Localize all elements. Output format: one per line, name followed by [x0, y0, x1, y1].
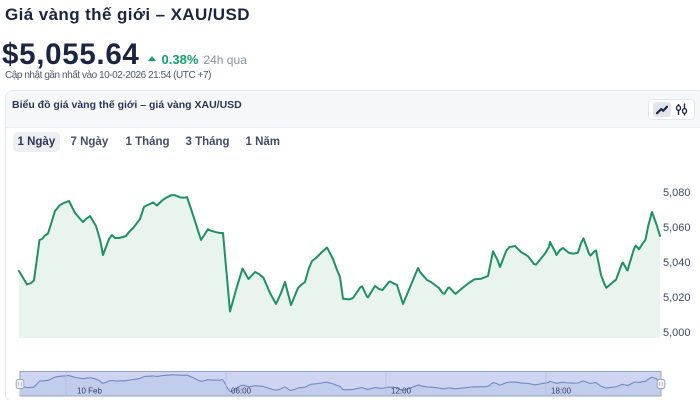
svg-text:5,060: 5,060	[663, 222, 691, 234]
svg-text:5,020: 5,020	[663, 292, 691, 304]
svg-text:10 Feb: 10 Feb	[77, 387, 102, 396]
svg-text:18:00: 18:00	[551, 387, 572, 396]
svg-text:5,040: 5,040	[663, 257, 691, 269]
svg-text:12:00: 12:00	[391, 387, 412, 396]
svg-text:5,080: 5,080	[663, 187, 691, 199]
svg-text:06:00: 06:00	[231, 387, 252, 396]
svg-text:5,000: 5,000	[663, 327, 691, 339]
